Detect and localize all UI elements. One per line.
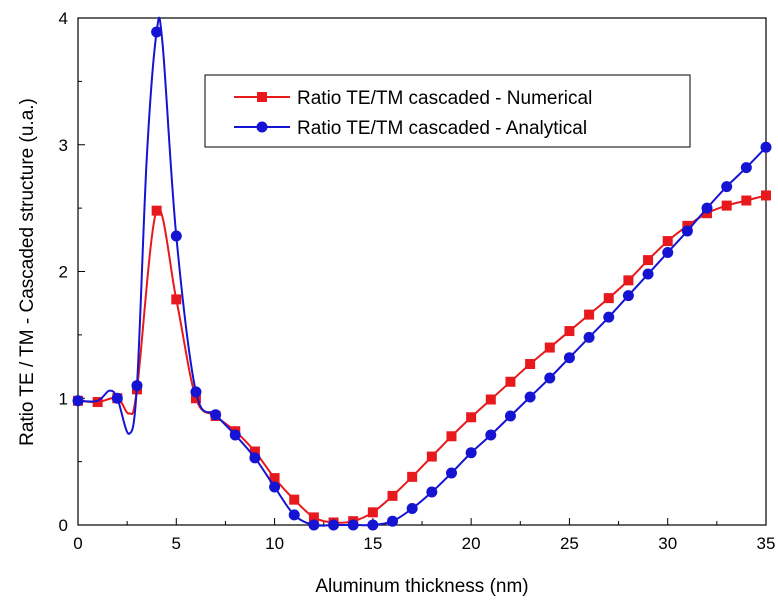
y-axis-title: Ratio TE / TM - Cascaded structure (u.a.…	[17, 98, 38, 446]
series-layer	[72, 16, 772, 531]
data-point-numerical	[426, 451, 437, 462]
data-point-numerical	[662, 236, 673, 247]
x-tick-label: 5	[172, 534, 181, 553]
data-point-analytical	[504, 410, 516, 422]
axis-ticks: 0 5 10 15 20 25 30 35 0 1 2 3 4	[59, 9, 776, 553]
data-point-analytical	[111, 392, 123, 404]
data-point-analytical	[328, 519, 340, 531]
legend: Ratio TE/TM cascaded - Numerical Ratio T…	[204, 74, 691, 148]
x-tick-label: 20	[462, 534, 481, 553]
data-point-analytical	[544, 372, 556, 384]
data-point-numerical	[564, 326, 575, 337]
data-point-analytical	[662, 246, 674, 258]
data-point-analytical	[681, 225, 693, 237]
data-point-analytical	[524, 391, 536, 403]
data-point-analytical	[485, 429, 497, 441]
data-point-analytical	[249, 452, 261, 464]
data-point-analytical	[367, 519, 379, 531]
data-point-numerical	[190, 393, 201, 404]
y-tick-label: 4	[59, 9, 68, 28]
data-point-analytical	[721, 181, 733, 193]
data-point-analytical	[210, 409, 222, 421]
data-point-analytical	[190, 386, 202, 398]
data-point-analytical	[406, 503, 418, 515]
y-tick-label: 0	[59, 516, 68, 535]
data-point-numerical	[525, 359, 536, 370]
data-point-numerical	[289, 494, 300, 505]
data-point-analytical	[269, 481, 281, 493]
data-point-analytical	[642, 268, 654, 280]
data-point-numerical	[446, 431, 457, 442]
legend-label-analytical: Ratio TE/TM cascaded - Analytical	[297, 118, 587, 139]
y-tick-label: 2	[59, 263, 68, 282]
data-point-analytical	[445, 467, 457, 479]
x-tick-label: 10	[265, 534, 284, 553]
data-point-analytical	[347, 519, 359, 531]
data-point-numerical	[485, 394, 496, 405]
legend-box	[204, 74, 691, 148]
x-axis-title: Aluminum thickness (nm)	[315, 576, 528, 597]
data-point-analytical	[229, 429, 241, 441]
x-tick-label: 35	[757, 534, 776, 553]
data-point-numerical	[151, 205, 162, 216]
data-point-numerical	[171, 294, 182, 305]
data-point-numerical	[466, 412, 477, 423]
data-point-numerical	[387, 490, 398, 501]
data-point-analytical	[563, 352, 575, 364]
x-tick-label: 0	[73, 534, 82, 553]
x-tick-label: 30	[658, 534, 677, 553]
y-tick-label: 3	[59, 136, 68, 155]
data-point-numerical	[721, 200, 732, 211]
data-point-numerical	[544, 342, 555, 353]
x-tick-label: 25	[560, 534, 579, 553]
data-point-numerical	[761, 190, 771, 201]
data-point-numerical	[269, 473, 280, 484]
data-point-analytical	[622, 290, 634, 302]
data-point-numerical	[92, 397, 103, 408]
x-tick-label: 15	[363, 534, 382, 553]
data-point-analytical	[72, 395, 84, 407]
data-point-analytical	[131, 380, 143, 392]
data-point-analytical	[387, 515, 399, 527]
data-point-numerical	[643, 255, 654, 266]
data-point-numerical	[367, 507, 378, 518]
data-point-analytical	[426, 486, 438, 498]
data-point-analytical	[740, 162, 752, 174]
y-tick-label: 1	[59, 389, 68, 408]
data-point-numerical	[603, 293, 614, 304]
data-point-analytical	[760, 141, 772, 153]
data-point-analytical	[170, 230, 182, 242]
data-point-numerical	[741, 195, 752, 206]
legend-marker-numerical	[257, 92, 267, 102]
data-point-numerical	[505, 376, 516, 387]
legend-marker-analytical	[256, 121, 268, 133]
data-point-numerical	[308, 512, 319, 523]
data-point-analytical	[701, 202, 713, 214]
data-point-numerical	[623, 275, 634, 286]
data-point-analytical	[465, 447, 477, 459]
data-point-analytical	[151, 26, 163, 38]
legend-label-numerical: Ratio TE/TM cascaded - Numerical	[297, 88, 592, 109]
data-point-analytical	[603, 311, 615, 323]
data-point-numerical	[407, 471, 418, 482]
data-point-analytical	[308, 519, 320, 531]
data-point-numerical	[584, 309, 595, 320]
data-point-analytical	[288, 509, 300, 521]
data-point-numerical	[249, 446, 260, 457]
data-point-analytical	[583, 331, 595, 343]
